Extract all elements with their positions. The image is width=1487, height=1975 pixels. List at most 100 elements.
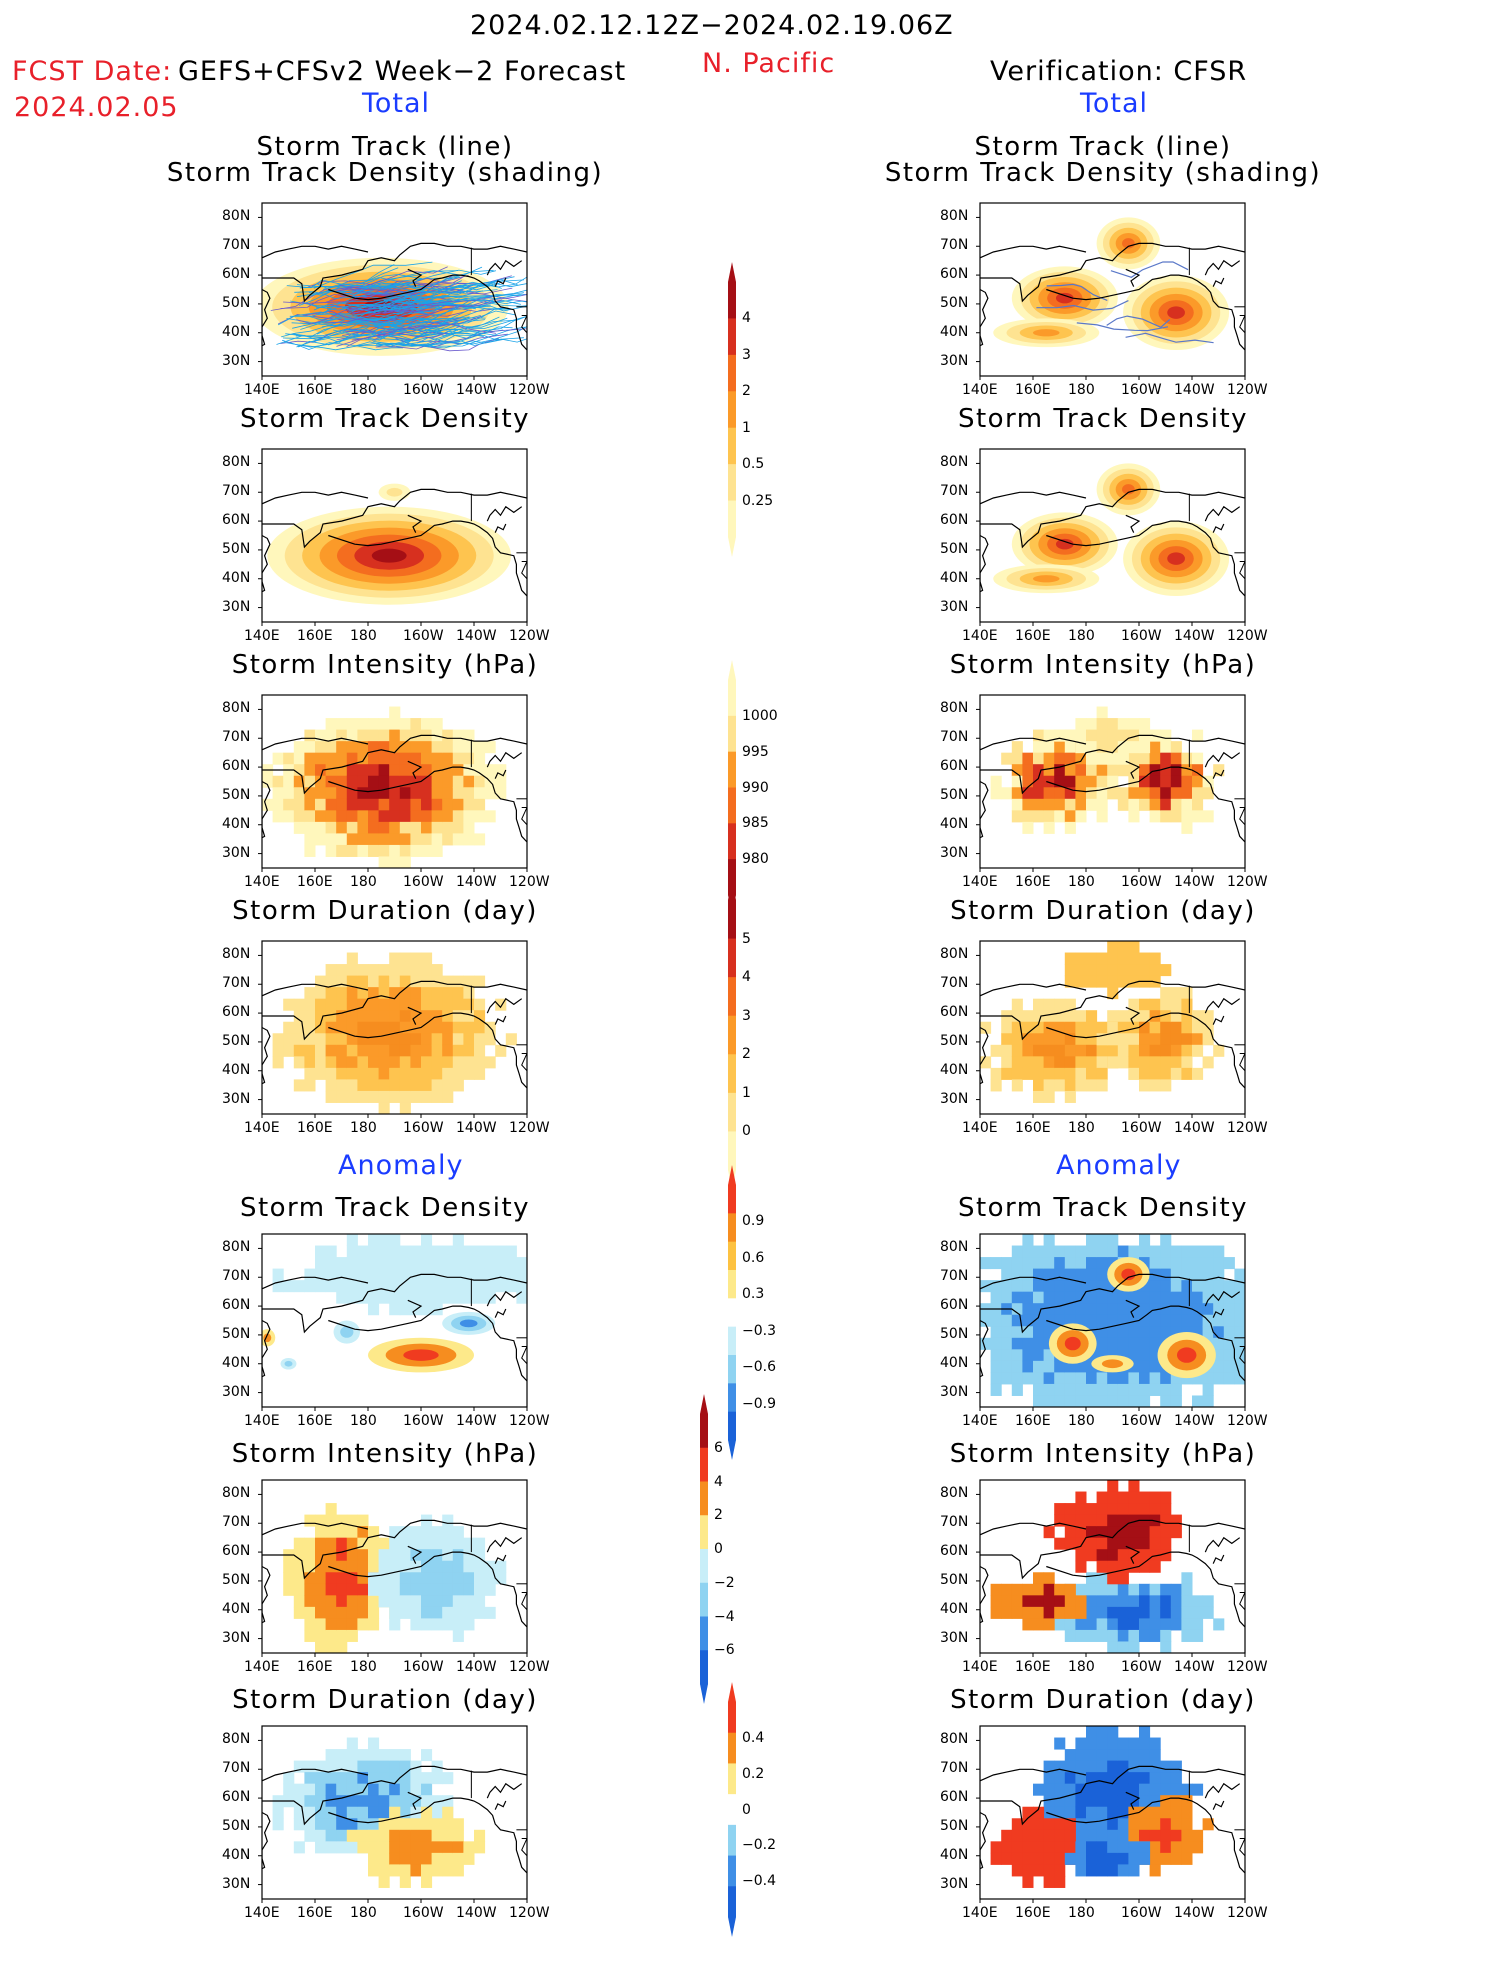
- x-tick-label: 120W: [509, 1659, 550, 1675]
- y-tick-label: 80N: [222, 1239, 251, 1256]
- x-tick-label: 140E: [962, 628, 998, 644]
- y-tick-label: 50N: [222, 294, 251, 311]
- y-tick-label: 30N: [222, 1383, 251, 1400]
- y-tick-label: 70N: [222, 729, 251, 746]
- y-tick-label: 60N: [222, 1297, 251, 1314]
- x-tick-label: 140W: [1174, 628, 1215, 644]
- y-tick-label: 40N: [940, 1846, 969, 1863]
- colorbar-density-total: 4 3 2 1 0.5 0.25: [718, 262, 808, 557]
- y-tick-label: 50N: [222, 1817, 251, 1834]
- title-left-3: Storm Intensity (hPa): [231, 650, 539, 680]
- x-tick-label: 180: [350, 1120, 377, 1136]
- x-tick-label: 140W: [456, 1413, 497, 1429]
- region-label: N. Pacific: [702, 48, 836, 79]
- y-tick-label: 60N: [940, 1004, 969, 1021]
- y-tick-label: 60N: [940, 512, 969, 529]
- y-tick-label: 30N: [222, 1629, 251, 1646]
- x-tick-label: 180: [350, 1413, 377, 1429]
- y-tick-label: 50N: [940, 786, 969, 803]
- x-tick-label: 140W: [456, 628, 497, 644]
- x-tick-label: 120W: [1227, 1905, 1268, 1921]
- y-tick-label: 80N: [940, 946, 969, 963]
- colorbar-label: 0.25: [742, 492, 774, 509]
- x-tick-label: 140E: [244, 874, 280, 890]
- colorbar-label: 4: [742, 969, 751, 986]
- colorbar-intensity-total: 1000 995 990 985 980: [718, 660, 808, 915]
- colorbar-label: 2: [742, 1046, 751, 1063]
- title-right-5: Storm Track Density: [957, 1193, 1249, 1223]
- x-tick-label: 180: [350, 1659, 377, 1675]
- x-tick-label: 140W: [1174, 1413, 1215, 1429]
- x-tick-label: 160E: [1015, 1905, 1051, 1921]
- x-tick-label: 180: [1068, 874, 1095, 890]
- x-tick-label: 160E: [297, 1120, 333, 1136]
- y-tick-label: 70N: [940, 237, 969, 254]
- x-tick-label: 140W: [1174, 1120, 1215, 1136]
- y-tick-label: 80N: [940, 454, 969, 471]
- x-tick-label: 180: [350, 1905, 377, 1921]
- x-tick-label: 180: [1068, 628, 1095, 644]
- y-tick-label: 80N: [222, 700, 251, 717]
- y-tick-label: 50N: [940, 1571, 969, 1588]
- x-tick-label: 160E: [297, 628, 333, 644]
- map-left-intensity: 80N 70N 60N 50N 40N 30N 140E 160E 180 160W 140W 120…: [214, 689, 550, 944]
- x-tick-label: 160E: [1015, 1413, 1051, 1429]
- y-tick-label: 60N: [222, 512, 251, 529]
- y-tick-label: 50N: [940, 1817, 969, 1834]
- x-tick-label: 140E: [244, 1905, 280, 1921]
- colorbar-label: −4: [714, 1608, 735, 1625]
- x-tick-label: 160E: [297, 382, 333, 398]
- y-tick-label: 60N: [222, 758, 251, 775]
- x-tick-label: 160W: [1121, 874, 1162, 890]
- x-tick-label: 140W: [456, 874, 497, 890]
- x-tick-label: 160W: [1121, 1413, 1162, 1429]
- x-tick-label: 160W: [1121, 1120, 1162, 1136]
- colorbar-label: 1000: [742, 707, 778, 724]
- title-right-3: Storm Intensity (hPa): [949, 650, 1257, 680]
- x-tick-label: 140W: [1174, 874, 1215, 890]
- colorbar-label: 980: [742, 851, 769, 868]
- colorbar-label: 990: [742, 779, 769, 796]
- colorbar-duration-total: 5 4 3 2 1 0: [718, 880, 808, 1190]
- x-tick-label: 140E: [244, 1659, 280, 1675]
- y-tick-label: 40N: [940, 815, 969, 832]
- colorbar-label: −0.4: [742, 1873, 776, 1890]
- title-right-1a: Storm Track (line): [974, 132, 1232, 162]
- title-left-6: Storm Intensity (hPa): [231, 1439, 539, 1469]
- title-left-2: Storm Track Density: [239, 404, 531, 434]
- colorbar-label: 0.2: [742, 1765, 765, 1782]
- title-right-6: Storm Intensity (hPa): [949, 1439, 1257, 1469]
- y-tick-label: 30N: [940, 844, 969, 861]
- anomaly-label-left: Anomaly: [338, 1150, 464, 1181]
- colorbar-label: 0.6: [742, 1249, 765, 1266]
- x-tick-label: 160E: [1015, 628, 1051, 644]
- x-tick-label: 180: [1068, 1413, 1095, 1429]
- x-tick-label: 140E: [962, 382, 998, 398]
- y-tick-label: 70N: [222, 483, 251, 500]
- colorbar-label: 1: [742, 1084, 751, 1101]
- y-tick-label: 70N: [222, 1760, 251, 1777]
- colorbar-label: −2: [714, 1574, 735, 1591]
- colorbar-label: 995: [742, 743, 769, 760]
- colorbar-label: −0.3: [742, 1322, 776, 1339]
- colorbar-label: 0: [742, 1801, 751, 1818]
- y-tick-label: 60N: [222, 1004, 251, 1021]
- colorbar-label: −0.6: [742, 1359, 776, 1376]
- x-tick-label: 120W: [509, 1413, 550, 1429]
- y-tick-label: 40N: [940, 569, 969, 586]
- y-tick-label: 70N: [940, 1760, 969, 1777]
- anomaly-label-right: Anomaly: [1056, 1150, 1182, 1181]
- title-left-1b: Storm Track Density (shading): [166, 158, 604, 188]
- x-tick-label: 140E: [962, 1413, 998, 1429]
- x-tick-label: 160W: [403, 874, 444, 890]
- y-tick-label: 40N: [222, 569, 251, 586]
- y-tick-label: 70N: [222, 975, 251, 992]
- colorbar-label: 2: [742, 383, 751, 400]
- x-tick-label: 120W: [509, 1905, 550, 1921]
- y-tick-label: 40N: [940, 1354, 969, 1371]
- y-tick-label: 40N: [222, 1846, 251, 1863]
- y-tick-label: 60N: [940, 1297, 969, 1314]
- y-tick-label: 50N: [222, 1571, 251, 1588]
- x-tick-label: 120W: [509, 382, 550, 398]
- x-tick-label: 140E: [244, 382, 280, 398]
